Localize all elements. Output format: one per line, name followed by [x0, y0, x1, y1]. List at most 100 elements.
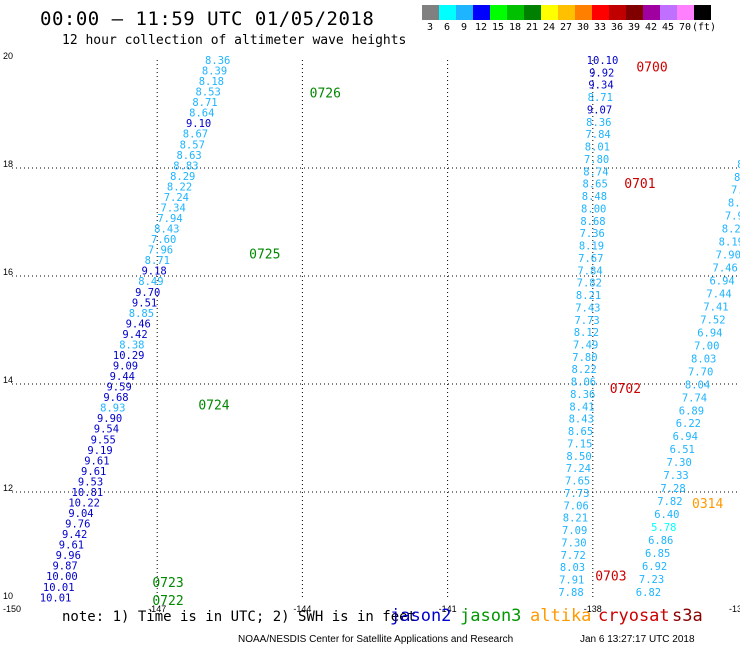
wave-height-label: 8.39 — [202, 66, 227, 78]
colorbar-label: 45 — [661, 22, 675, 33]
wave-height-label: 8.29 — [170, 171, 195, 183]
wave-height-label: 8.50 — [566, 451, 591, 463]
wave-height-label: 8.67 — [183, 129, 208, 141]
wave-height-label: 7.80 — [572, 352, 597, 364]
page-title: 00:00 – 11:59 UTC 01/05/2018 — [40, 8, 375, 30]
wave-height-label: 7.72 — [561, 550, 586, 562]
x-tick-label: -147 — [148, 604, 166, 614]
wave-height-label: 8.36 — [586, 117, 611, 129]
colorbar-label: 30 — [576, 22, 590, 33]
wave-height-label: 8.71 — [588, 92, 613, 104]
pass-time-label: 0722 — [152, 594, 183, 609]
wave-height-label: 8.65 — [568, 426, 593, 438]
wave-height-label: 8.19 — [579, 241, 604, 253]
y-tick-label: 12 — [3, 483, 13, 493]
y-tick-label: 14 — [3, 375, 13, 385]
pass-time-label: 0723 — [152, 576, 183, 591]
wave-height-label: 6.85 — [645, 548, 670, 560]
wave-height-label: 7.84 — [577, 265, 602, 277]
wave-height-label: 7.90 — [716, 250, 740, 262]
wave-height-label: 10.00 — [46, 571, 78, 583]
colorbar-swatch — [490, 5, 507, 20]
colorbar-label: 15 — [491, 22, 505, 33]
wave-height-label: 8.22 — [572, 364, 597, 376]
x-tick-label: -144 — [293, 604, 311, 614]
wave-height-label: 8.43 — [569, 414, 594, 426]
wave-height-label: 8.83 — [173, 160, 198, 172]
wave-height-label: 7.44 — [706, 289, 731, 301]
y-tick-label: 20 — [3, 51, 13, 61]
legend-s3a: s3a — [672, 606, 703, 626]
wave-height-label: 8.53 — [196, 87, 221, 99]
wave-height-label: 8.85 — [129, 308, 154, 320]
colorbar-label: 3 — [426, 22, 434, 33]
x-tick-label: -135 — [729, 604, 740, 614]
wave-height-label: 7.52 — [700, 314, 725, 326]
wave-height-label: 9.07 — [587, 104, 612, 116]
wave-height-label: 9.18 — [141, 266, 166, 278]
pass-time-label: 0701 — [624, 177, 655, 192]
colorbar-label: 27 — [559, 22, 573, 33]
wave-height-label: 6.89 — [679, 405, 704, 417]
colorbar-swatch — [660, 5, 677, 20]
wave-height-label: 9.34 — [588, 80, 613, 92]
colorbar-swatch — [456, 5, 473, 20]
wave-height-label: 8.44 — [728, 198, 740, 210]
wave-height-label: 7.06 — [563, 500, 588, 512]
colorbar-swatch — [524, 5, 541, 20]
y-tick-label: 10 — [3, 591, 13, 601]
pass-time-label: 0702 — [610, 382, 641, 397]
wave-height-label: 7.30 — [667, 457, 692, 469]
colorbar-label: 18 — [508, 22, 522, 33]
wave-height-label: 6.82 — [636, 587, 661, 599]
pass-time-label: 0700 — [636, 60, 667, 75]
units-note: note: 1) Time is in UTC; 2) SWH is in fe… — [62, 609, 417, 625]
legend-jason3: jason3 — [460, 606, 522, 626]
wave-height-label: 6.86 — [648, 535, 673, 547]
colorbar-swatch — [541, 5, 558, 20]
legend-jason2: jason2 — [390, 606, 452, 626]
wave-height-label: 8.43 — [154, 224, 179, 236]
wave-height-label: 9.96 — [56, 550, 81, 562]
pass-time-label: 0724 — [198, 399, 229, 414]
wave-height-label: 7.60 — [151, 234, 176, 246]
colorbar-label: 42 — [644, 22, 658, 33]
x-tick-label: -150 — [3, 604, 21, 614]
wave-height-label: 8.65 — [583, 179, 608, 191]
wave-height-label: 8.18 — [199, 76, 224, 88]
wave-height-label: 7.96 — [148, 245, 173, 257]
colorbar-swatch — [439, 5, 456, 20]
colorbar-swatch — [626, 5, 643, 20]
colorbar-label: 39 — [627, 22, 641, 33]
wave-height-label: 8.22 — [722, 224, 740, 236]
wave-height-label: 7.09 — [562, 525, 587, 537]
wave-height-label: 8.41 — [569, 401, 594, 413]
wave-height-label: 8.49 — [138, 276, 163, 288]
credit-line: NOAA/NESDIS Center for Satellite Applica… — [238, 634, 514, 645]
colorbar-swatch — [592, 5, 609, 20]
colorbar-swatch — [677, 5, 694, 20]
colorbar-label: 24 — [542, 22, 556, 33]
wave-height-label: 9.54 — [94, 424, 119, 436]
wave-height-label: 8.00 — [581, 203, 606, 215]
generated-date: Jan 6 13:27:17 UTC 2018 — [580, 634, 695, 645]
wave-height-label: 8.93 — [100, 403, 125, 415]
wave-height-label: 8.03 — [560, 562, 585, 574]
wave-height-label: 9.92 — [589, 67, 614, 79]
wave-height-label: 7.73 — [574, 315, 599, 327]
wave-height-label: 6.94 — [673, 431, 698, 443]
y-tick-label: 18 — [3, 159, 13, 169]
pass-time-label: 0726 — [310, 86, 341, 101]
wave-height-label: 9.70 — [135, 287, 160, 299]
colorbar-label: (ft) — [692, 22, 717, 33]
wave-height-label: 6.51 — [670, 444, 695, 456]
colorbar-swatch — [558, 5, 575, 20]
x-tick-label: -141 — [439, 604, 457, 614]
y-tick-label: 16 — [3, 267, 13, 277]
wave-height-label: 9.10 — [186, 118, 211, 130]
wave-height-label: 7.72 — [731, 185, 740, 197]
wave-height-label: 9.19 — [87, 445, 112, 457]
wave-height-label: 8.71 — [145, 255, 170, 267]
wave-height-label: 9.09 — [113, 361, 138, 373]
wave-height-label: 7.88 — [558, 587, 583, 599]
